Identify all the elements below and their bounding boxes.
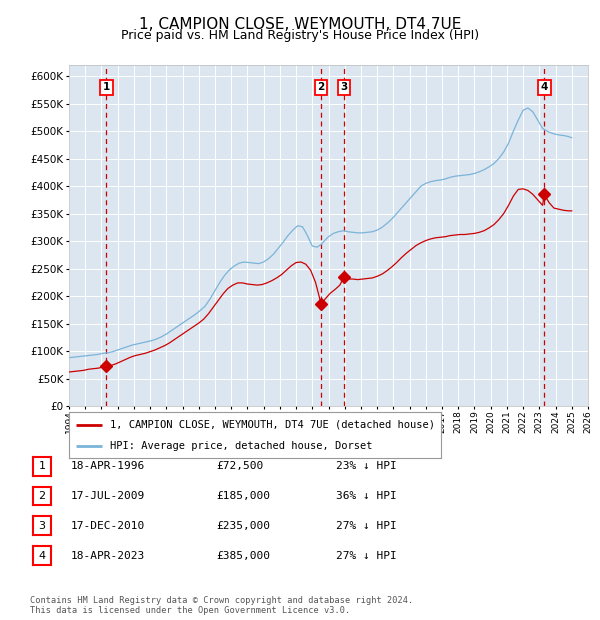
Text: 17-DEC-2010: 17-DEC-2010 (71, 521, 145, 531)
Text: 2: 2 (317, 82, 325, 92)
Text: 27% ↓ HPI: 27% ↓ HPI (336, 551, 397, 560)
Text: 1, CAMPION CLOSE, WEYMOUTH, DT4 7UE (detached house): 1, CAMPION CLOSE, WEYMOUTH, DT4 7UE (det… (110, 420, 435, 430)
Text: 17-JUL-2009: 17-JUL-2009 (71, 491, 145, 501)
Text: Contains HM Land Registry data © Crown copyright and database right 2024.
This d: Contains HM Land Registry data © Crown c… (30, 596, 413, 615)
Text: 23% ↓ HPI: 23% ↓ HPI (336, 461, 397, 471)
Text: 18-APR-2023: 18-APR-2023 (71, 551, 145, 560)
Text: 1, CAMPION CLOSE, WEYMOUTH, DT4 7UE: 1, CAMPION CLOSE, WEYMOUTH, DT4 7UE (139, 17, 461, 32)
Text: £185,000: £185,000 (216, 491, 270, 501)
Text: £235,000: £235,000 (216, 521, 270, 531)
Text: 18-APR-1996: 18-APR-1996 (71, 461, 145, 471)
Text: HPI: Average price, detached house, Dorset: HPI: Average price, detached house, Dors… (110, 441, 373, 451)
Text: 4: 4 (38, 551, 46, 560)
Text: 1: 1 (103, 82, 110, 92)
Text: 3: 3 (340, 82, 347, 92)
Text: 4: 4 (541, 82, 548, 92)
Text: £385,000: £385,000 (216, 551, 270, 560)
Text: £72,500: £72,500 (216, 461, 263, 471)
Text: 3: 3 (38, 521, 46, 531)
Text: 36% ↓ HPI: 36% ↓ HPI (336, 491, 397, 501)
Text: 27% ↓ HPI: 27% ↓ HPI (336, 521, 397, 531)
Text: 1: 1 (38, 461, 46, 471)
Text: Price paid vs. HM Land Registry's House Price Index (HPI): Price paid vs. HM Land Registry's House … (121, 30, 479, 42)
Text: 2: 2 (38, 491, 46, 501)
